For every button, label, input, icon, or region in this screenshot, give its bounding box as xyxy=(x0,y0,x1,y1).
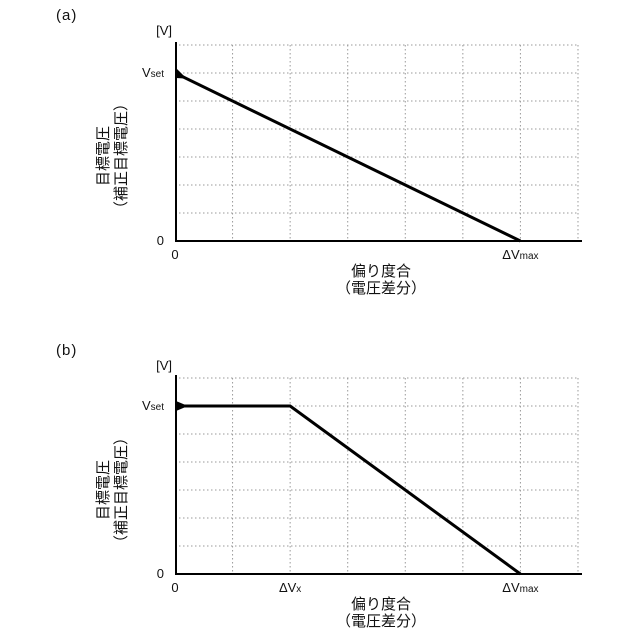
x-tick-origin: 0 xyxy=(171,247,179,262)
x-axis-title-line1: 偏り度合 xyxy=(350,263,411,280)
y-tick-vset: Vset xyxy=(141,398,164,413)
y-tick-vset: Vset xyxy=(141,65,164,80)
y-tick-labels: 0 Vset xyxy=(0,42,168,248)
x-tick-delta-v-x: ΔVx xyxy=(278,580,302,595)
panel-label-b: (b) xyxy=(56,342,78,359)
plot-area xyxy=(175,42,582,243)
panel-label-a: (a) xyxy=(56,7,78,24)
x-axis-title-line1: 偏り度合 xyxy=(350,596,411,613)
x-tick-origin: 0 xyxy=(171,580,179,595)
x-tick-labels: 0 ΔVx ΔVmax xyxy=(171,580,587,600)
y-tick-zero: 0 xyxy=(156,566,164,581)
x-axis-title-line2: （電圧差分） xyxy=(335,613,426,630)
x-axis-title-line2: （電圧差分） xyxy=(335,280,426,297)
y-tick-labels: 0 Vset xyxy=(0,375,168,581)
y-axis-unit-label: [V] xyxy=(156,23,172,38)
y-tick-zero: 0 xyxy=(156,233,164,248)
plot-area xyxy=(175,375,582,576)
x-tick-delta-v-max: ΔVmax xyxy=(502,247,539,262)
x-tick-delta-v-max: ΔVmax xyxy=(502,580,539,595)
y-axis-unit-label: [V] xyxy=(156,358,172,373)
x-tick-labels: 0 ΔVmax xyxy=(171,247,587,267)
